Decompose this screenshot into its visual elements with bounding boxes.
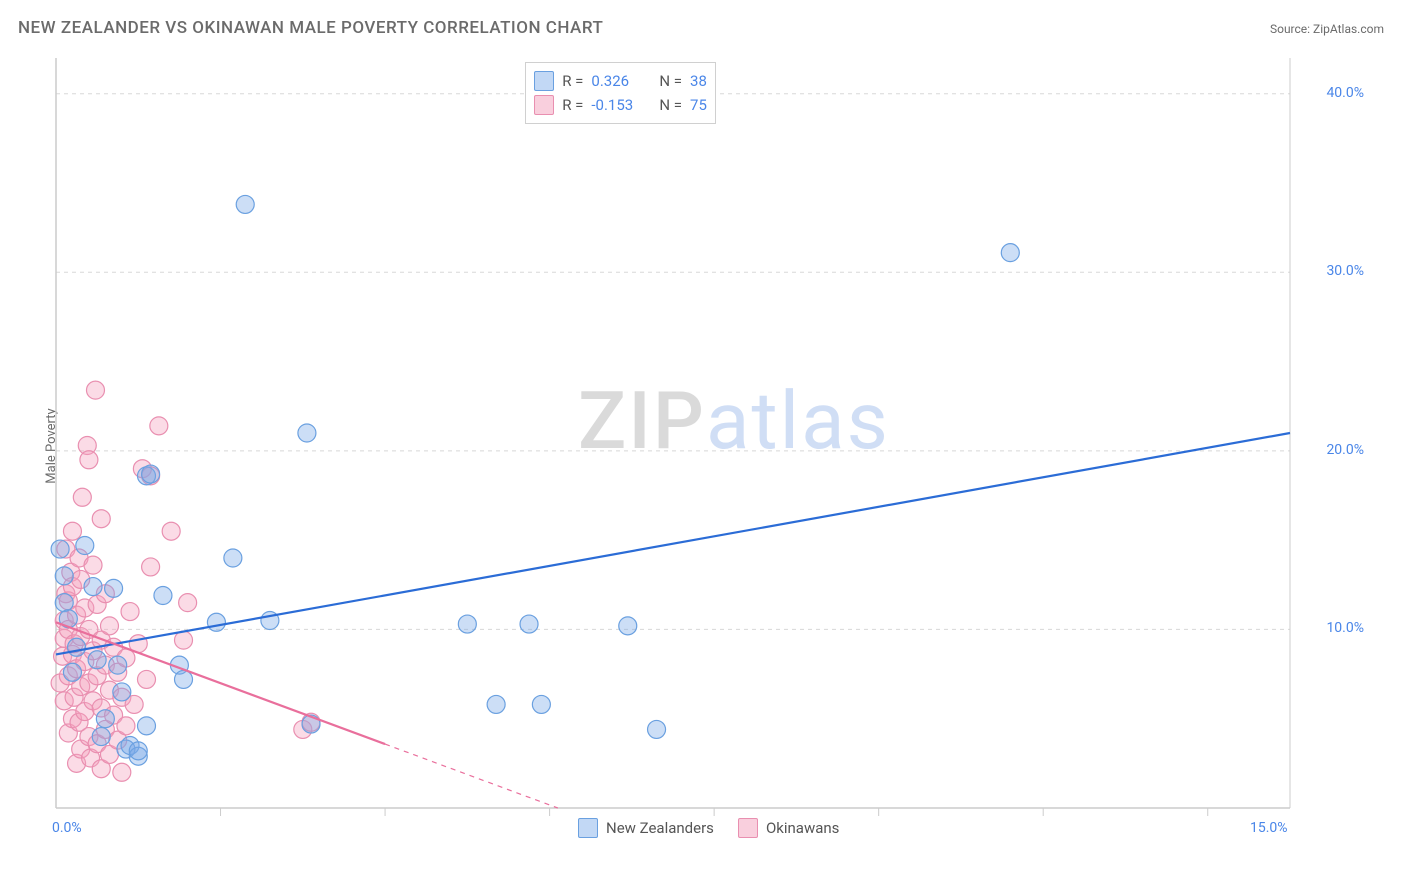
- legend-swatch-blue: [578, 818, 598, 838]
- stats-row-pink: R = -0.153 N = 75: [534, 93, 707, 117]
- y-tick-label: 10.0%: [1326, 620, 1364, 636]
- swatch-blue: [534, 71, 554, 91]
- stat-r-pink: -0.153: [591, 96, 651, 114]
- legend-label-blue: New Zealanders: [606, 819, 714, 837]
- stat-r-label: R =: [562, 96, 583, 114]
- stat-n-label: N =: [659, 96, 682, 114]
- stat-r-label: R =: [562, 72, 583, 90]
- legend-label-pink: Okinawans: [766, 819, 839, 837]
- x-tick-label: 0.0%: [52, 820, 82, 836]
- legend-item-pink: Okinawans: [738, 818, 839, 838]
- y-tick-label: 40.0%: [1326, 85, 1364, 101]
- bottom-legend: New Zealanders Okinawans: [578, 818, 839, 838]
- stats-row-blue: R = 0.326 N = 38: [534, 69, 707, 93]
- legend-swatch-pink: [738, 818, 758, 838]
- source-label: Source:: [1270, 22, 1313, 36]
- plot-area: ZIPatlas R = 0.326 N = 38 R = -0.153 N =…: [50, 58, 1370, 848]
- y-tick-label: 20.0%: [1326, 442, 1364, 458]
- stat-n-pink: 75: [690, 96, 707, 114]
- scatter-plot-svg: [50, 58, 1370, 848]
- stat-n-blue: 38: [690, 72, 707, 90]
- source-link[interactable]: ZipAtlas.com: [1313, 22, 1384, 36]
- swatch-pink: [534, 95, 554, 115]
- legend-item-blue: New Zealanders: [578, 818, 714, 838]
- correlation-stats-box: R = 0.326 N = 38 R = -0.153 N = 75: [525, 62, 716, 124]
- stat-n-label: N =: [659, 72, 682, 90]
- source-attribution: Source: ZipAtlas.com: [1270, 22, 1384, 36]
- x-tick-label: 15.0%: [1250, 820, 1288, 836]
- y-tick-label: 30.0%: [1326, 263, 1364, 279]
- stat-r-blue: 0.326: [591, 72, 651, 90]
- chart-title: NEW ZEALANDER VS OKINAWAN MALE POVERTY C…: [18, 18, 603, 38]
